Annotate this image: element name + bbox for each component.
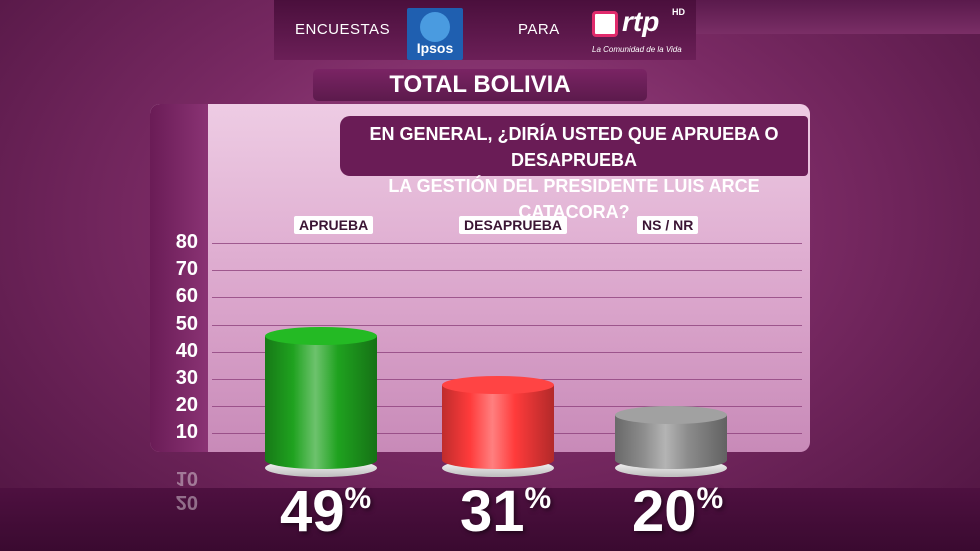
- value-percent-sign: %: [524, 482, 552, 515]
- y-tick-reflection: 10: [175, 467, 198, 489]
- value-label: 20%: [632, 478, 723, 545]
- bar-top: [615, 405, 727, 424]
- bar-body: [615, 414, 727, 469]
- value-number: 20: [632, 479, 697, 544]
- rtp-tagline: La Comunidad de la Vida: [592, 45, 682, 54]
- header-middle-text: PARA: [518, 21, 560, 38]
- y-tick-reflection: 20: [175, 491, 198, 513]
- value-number: 31: [460, 479, 525, 544]
- value-label: 31%: [460, 478, 551, 545]
- rtp-logo-text: rtp: [622, 6, 660, 37]
- bar-body: [442, 384, 554, 469]
- rtp-logo: rtp HD La Comunidad de la Vida: [592, 6, 702, 56]
- ipsos-logo: Ipsos: [407, 8, 463, 60]
- rtp-symbol-icon: [592, 11, 618, 37]
- header-bar: [274, 0, 696, 60]
- bar-top: [442, 375, 554, 394]
- chart-panel-axis-strip: [150, 104, 208, 452]
- gridline: [212, 324, 802, 326]
- y-tick-label: 50: [175, 312, 198, 335]
- survey-question: EN GENERAL, ¿DIRÍA USTED QUE APRUEBA O D…: [340, 116, 808, 222]
- y-tick-label: 40: [175, 339, 198, 362]
- value-label: 49%: [280, 478, 371, 545]
- bar-top: [265, 327, 377, 346]
- category-label: DESAPRUEBA: [459, 216, 568, 234]
- ipsos-head-icon: [420, 12, 450, 42]
- value-percent-sign: %: [696, 482, 724, 515]
- category-label: NS / NR: [637, 216, 699, 234]
- y-tick-label: 70: [175, 258, 198, 281]
- ipsos-logo-text: Ipsos: [416, 40, 454, 56]
- bottom-band: [0, 488, 980, 551]
- gridline: [212, 243, 802, 245]
- y-tick-label: 60: [175, 285, 198, 308]
- bar-body: [265, 336, 377, 469]
- gridline: [212, 351, 802, 353]
- y-tick-label: 10: [175, 420, 198, 443]
- page-title: TOTAL BOLIVIA: [313, 69, 647, 101]
- gridline: [212, 270, 802, 272]
- gridline: [212, 297, 802, 299]
- rtp-hd-badge: HD: [672, 7, 685, 17]
- header-left-text: ENCUESTAS: [295, 21, 391, 38]
- value-percent-sign: %: [344, 482, 372, 515]
- header-bar-extension: [696, 0, 980, 34]
- survey-question-line-1: EN GENERAL, ¿DIRÍA USTED QUE APRUEBA O D…: [369, 124, 779, 170]
- survey-question-line-2: LA GESTIÓN DEL PRESIDENTE LUIS ARCE CATA…: [388, 176, 760, 222]
- value-number: 49: [280, 479, 345, 544]
- category-label: APRUEBA: [294, 216, 374, 234]
- y-tick-label: 80: [175, 231, 198, 254]
- y-tick-label: 20: [175, 393, 198, 416]
- y-tick-label: 30: [175, 366, 198, 389]
